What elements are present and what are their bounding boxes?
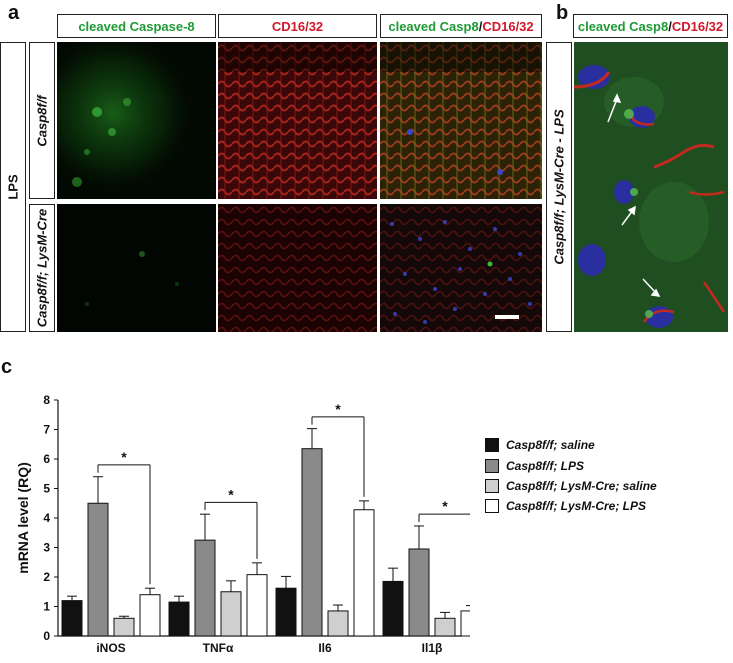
legend-label: Casp8f/f; LysM-Cre; saline <box>506 479 657 493</box>
merge-separator: / <box>478 18 483 34</box>
significance-star: * <box>442 498 448 514</box>
legend-item-casp8ff-lps: Casp8f/f; LPS <box>485 459 584 473</box>
panel-a-letter: a <box>8 2 20 24</box>
y-tick-label: 4 <box>43 511 50 525</box>
row1-label-box: Casp8f/f <box>29 42 55 199</box>
y-tick-label: 8 <box>43 393 50 407</box>
arrow-icon <box>607 98 618 123</box>
chart-legend: Casp8f/f; saline Casp8f/f; LPS Casp8f/f;… <box>485 436 730 516</box>
x-tick-label: TNFα <box>203 641 234 655</box>
panel-a-header-cd16-32: CD16/32 <box>218 14 377 38</box>
significance-star: * <box>228 486 234 502</box>
significance-star: * <box>335 401 341 417</box>
legend-swatch <box>485 499 499 513</box>
panel-b-side-label: Casp8f/f; LysM-Cre - LPS <box>551 109 567 265</box>
merge-green-label: cleaved Casp8 <box>388 18 479 34</box>
row-label-casp8ff-lysmcre: Casp8f/f; LysM-Cre <box>34 208 50 328</box>
bar-il6-series-1 <box>301 448 323 637</box>
bar-inos-series-3 <box>139 594 161 637</box>
panel-b-side-label-box: Casp8f/f; LysM-Cre - LPS <box>546 42 572 332</box>
bar-inos-series-0 <box>61 600 83 637</box>
panel-c-letter: c <box>1 356 13 378</box>
nucleus <box>614 180 634 204</box>
legend-swatch <box>485 479 499 493</box>
bar-tnfα-series-3 <box>246 574 268 637</box>
legend-swatch <box>485 438 499 452</box>
bar-il6-series-3 <box>353 509 375 637</box>
legend-item-casp8ff-saline: Casp8f/f; saline <box>485 438 595 452</box>
y-tick-label: 6 <box>43 452 50 466</box>
bar-inos-series-2 <box>113 617 135 637</box>
arrow-icon <box>642 278 657 294</box>
merge-red-label: CD16/32 <box>482 18 534 34</box>
micrograph-panel-b-merge <box>574 42 728 332</box>
panel-b-separator: / <box>668 18 672 34</box>
nucleus <box>578 244 606 276</box>
micrograph-cd16-32-casp8ff <box>218 42 377 199</box>
row2-label-box: Casp8f/f; LysM-Cre <box>29 204 55 332</box>
x-tick-label: iNOS <box>96 641 125 655</box>
legend-item-lysmcre-lps: Casp8f/f; LysM-Cre; LPS <box>485 499 646 513</box>
legend-label: Casp8f/f; LysM-Cre; LPS <box>506 499 647 513</box>
lps-side-label: LPS <box>5 174 21 200</box>
significance-star: * <box>121 449 127 465</box>
bar-il1β-series-3 <box>460 610 470 637</box>
x-tick-label: Il6 <box>318 641 332 655</box>
bar-il1β-series-1 <box>408 548 430 637</box>
legend-label: Casp8f/f; LPS <box>506 459 585 473</box>
y-axis-label: mRNA level (RQ) <box>15 462 31 574</box>
bar-il1β-series-0 <box>382 580 404 637</box>
panel-a-header-merge: cleaved Casp8/CD16/32 <box>380 14 542 38</box>
micrograph-merge-casp8ff <box>380 42 542 199</box>
micrograph-caspase8-lysmcre <box>57 204 216 332</box>
y-tick-label: 1 <box>43 600 50 614</box>
bar-il6-series-0 <box>275 587 297 637</box>
bar-tnfα-series-2 <box>220 591 242 637</box>
panel-b-red-label: CD16/32 <box>671 18 724 34</box>
y-tick-label: 0 <box>43 629 50 643</box>
scale-bar <box>495 315 519 319</box>
nucleus <box>578 65 610 89</box>
bar-tnfα-series-0 <box>168 601 190 637</box>
y-tick-label: 2 <box>43 570 50 584</box>
panel-b-letter: b <box>556 2 569 24</box>
y-tick-label: 3 <box>43 541 50 555</box>
bar-tnfα-series-1 <box>194 539 216 637</box>
lps-side-label-box: LPS <box>0 42 26 332</box>
micrograph-merge-lysmcre <box>380 204 542 332</box>
bar-inos-series-1 <box>87 502 109 637</box>
panel-b-header: cleaved Casp8/CD16/32 <box>573 14 728 38</box>
micrograph-caspase8-casp8ff <box>57 42 216 199</box>
bar-il1β-series-2 <box>434 617 456 637</box>
x-tick-label: Il1β <box>422 641 443 655</box>
row-label-casp8ff: Casp8f/f <box>34 94 50 147</box>
bar-il6-series-2 <box>327 610 349 637</box>
legend-item-lysmcre-saline: Casp8f/f; LysM-Cre; saline <box>485 479 657 493</box>
bar-chart: 0 1 2 3 4 5 6 7 8 mRNA level (RQ) iNOS TNFα Il6 Il1β *… <box>15 393 470 655</box>
micrograph-cd16-32-lysmcre <box>218 204 377 332</box>
y-tick-label: 5 <box>43 482 50 496</box>
panel-b-green-label: cleaved Casp8 <box>577 18 669 34</box>
legend-label: Casp8f/f; saline <box>506 438 595 452</box>
y-tick-label: 7 <box>43 423 50 437</box>
legend-swatch <box>485 459 499 473</box>
panel-a-header-caspase8: cleaved Caspase-8 <box>57 14 216 38</box>
